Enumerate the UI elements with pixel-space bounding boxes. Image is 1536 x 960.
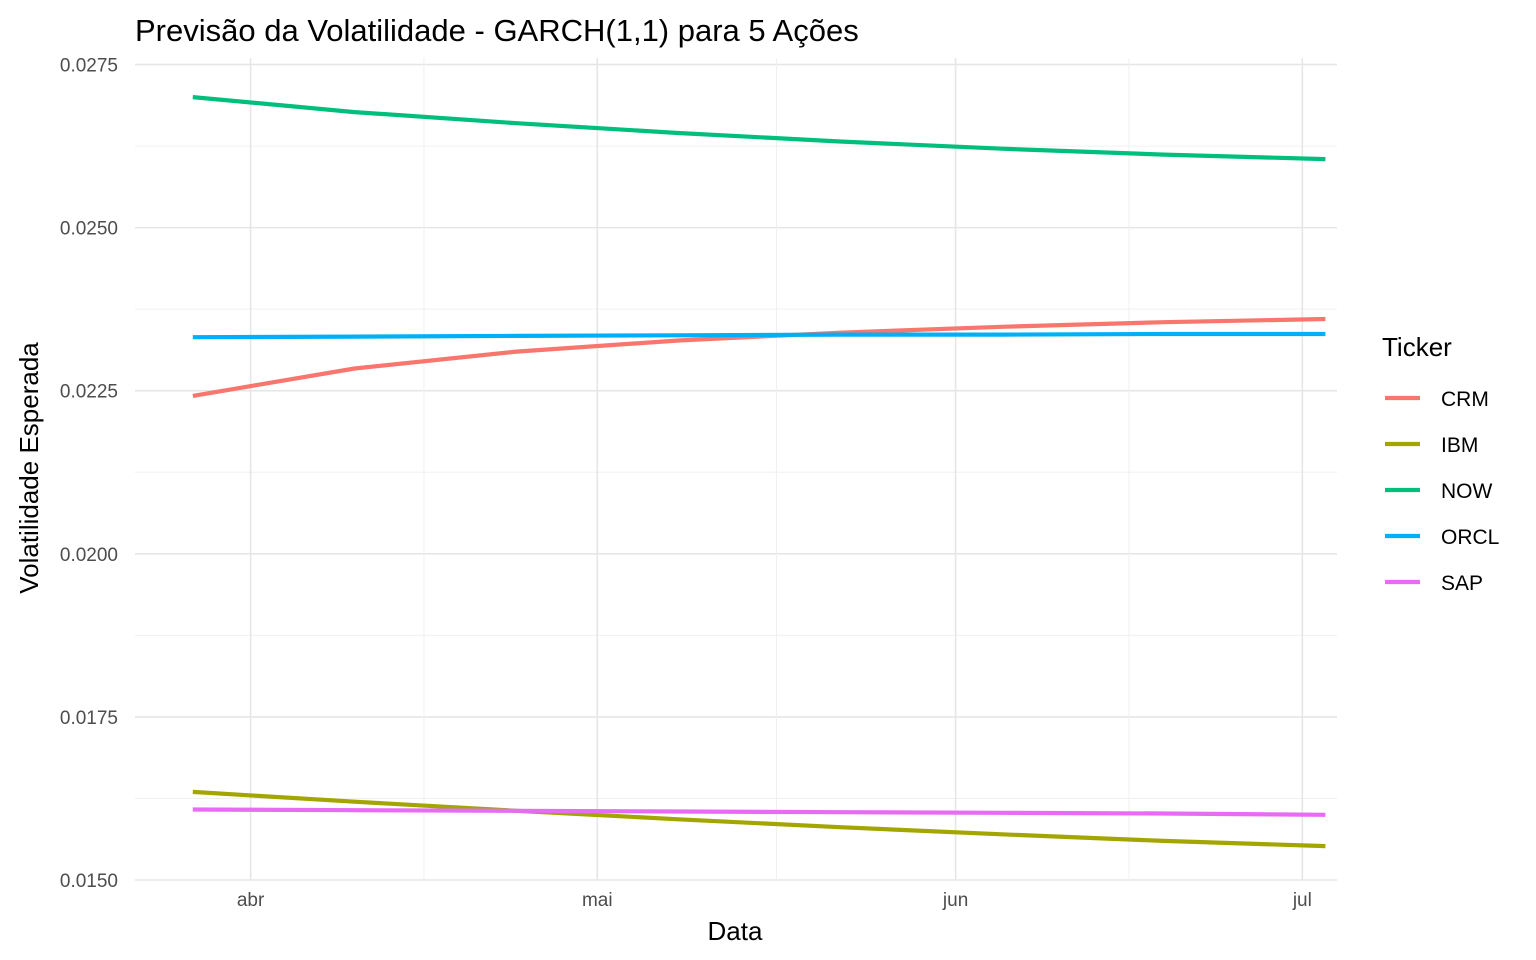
series-line-crm: [192, 316, 1326, 398]
legend-label-ibm: IBM: [1441, 434, 1478, 457]
legend-title: Ticker: [1382, 332, 1452, 362]
y-axis-label: Volatilidade Esperada: [14, 342, 44, 594]
x-tick-label: jun: [942, 890, 968, 911]
legend: Ticker CRM IBM NOW ORCL SAP: [1382, 332, 1499, 595]
legend-label-now: NOW: [1441, 480, 1493, 503]
y-tick-label: 0.0275: [60, 56, 118, 77]
series-line-ibm: [192, 789, 1326, 849]
series-line-orcl: [192, 331, 1326, 340]
x-tick-label: mai: [582, 890, 613, 911]
y-tick-label: 0.0150: [60, 871, 118, 892]
x-tick-label: jul: [1292, 890, 1312, 911]
series-line-now: [192, 95, 1326, 162]
chart-title: Previsão da Volatilidade - GARCH(1,1) pa…: [135, 13, 859, 48]
x-tick-label: abr: [237, 890, 265, 911]
x-axis-label: Data: [708, 916, 763, 946]
y-tick-label: 0.0225: [60, 382, 118, 403]
y-tick-label: 0.0200: [60, 545, 118, 566]
legend-label-sap: SAP: [1441, 572, 1483, 595]
y-tick-label: 0.0250: [60, 219, 118, 240]
x-axis-ticks: abr mai jun jul: [237, 890, 1312, 911]
series-lines: [192, 95, 1326, 849]
grid: [135, 58, 1337, 881]
y-tick-label: 0.0175: [60, 708, 118, 729]
legend-label-orcl: ORCL: [1441, 526, 1499, 549]
y-axis-ticks: 0.0150 0.0175 0.0200 0.0225 0.0250 0.0275: [60, 56, 118, 892]
series-line-sap: [192, 807, 1326, 817]
legend-label-crm: CRM: [1441, 388, 1489, 411]
